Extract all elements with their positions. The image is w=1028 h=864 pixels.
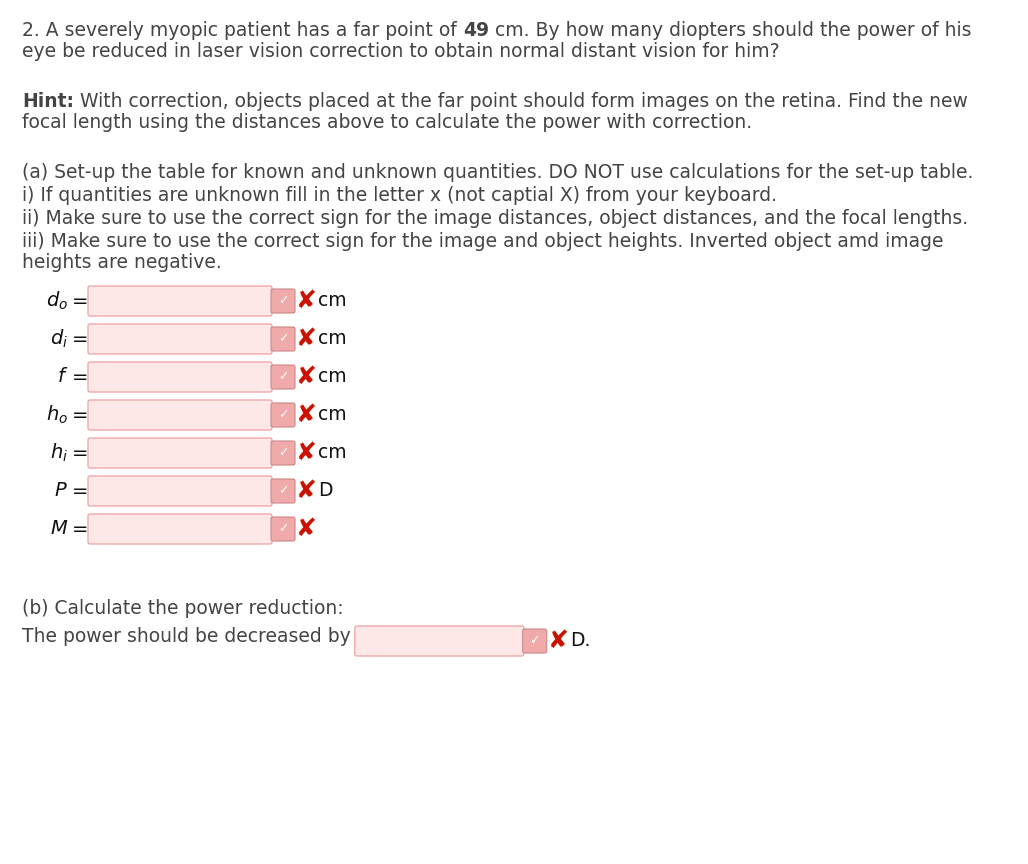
Text: D.: D. (570, 632, 590, 651)
Text: ✓: ✓ (278, 523, 288, 536)
Text: cm: cm (318, 329, 346, 348)
Text: ✓: ✓ (278, 333, 288, 346)
FancyBboxPatch shape (271, 327, 295, 351)
FancyBboxPatch shape (271, 441, 295, 465)
Text: cm: cm (318, 405, 346, 424)
FancyBboxPatch shape (88, 514, 272, 544)
Text: Hint:: Hint: (22, 92, 74, 111)
Text: ✘: ✘ (296, 289, 317, 313)
Text: ✘: ✘ (548, 629, 568, 653)
Text: =: = (72, 367, 88, 386)
Text: The power should be decreased by: The power should be decreased by (22, 627, 351, 646)
Text: ✓: ✓ (278, 485, 288, 498)
Text: ✓: ✓ (529, 634, 540, 647)
Text: =: = (72, 405, 88, 424)
FancyBboxPatch shape (88, 400, 272, 430)
Text: =: = (72, 443, 88, 462)
FancyBboxPatch shape (88, 324, 272, 354)
Text: cm: cm (318, 291, 346, 310)
Text: ✘: ✘ (296, 441, 317, 465)
Text: =: = (72, 291, 88, 310)
FancyBboxPatch shape (88, 438, 272, 468)
Text: ✘: ✘ (296, 479, 317, 503)
Text: iii) Make sure to use the correct sign for the image and object heights. Inverte: iii) Make sure to use the correct sign f… (22, 232, 944, 251)
Text: $M$: $M$ (49, 519, 68, 538)
Text: ii) Make sure to use the correct sign for the image distances, object distances,: ii) Make sure to use the correct sign fo… (22, 209, 968, 228)
Text: ✓: ✓ (278, 295, 288, 308)
FancyBboxPatch shape (88, 286, 272, 316)
Text: i) If quantities are unknown fill in the letter x (not captial X) from your keyb: i) If quantities are unknown fill in the… (22, 186, 777, 205)
Text: 2. A severely myopic patient has a far point of: 2. A severely myopic patient has a far p… (22, 21, 463, 40)
FancyBboxPatch shape (355, 626, 523, 656)
Text: ✓: ✓ (278, 447, 288, 460)
FancyBboxPatch shape (88, 362, 272, 392)
Text: cm: cm (318, 443, 346, 462)
FancyBboxPatch shape (271, 403, 295, 427)
Text: D: D (318, 481, 332, 500)
Text: $h_i$: $h_i$ (50, 442, 68, 464)
Text: $d_o$: $d_o$ (46, 289, 68, 312)
Text: (b) Calculate the power reduction:: (b) Calculate the power reduction: (22, 599, 343, 618)
FancyBboxPatch shape (523, 629, 547, 653)
Text: With correction, objects placed at the far point should form images on the retin: With correction, objects placed at the f… (74, 92, 968, 111)
Text: $d_i$: $d_i$ (50, 327, 68, 350)
Text: heights are negative.: heights are negative. (22, 253, 222, 272)
Text: $f$: $f$ (57, 367, 68, 386)
Text: ✓: ✓ (278, 371, 288, 384)
Text: focal length using the distances above to calculate the power with correction.: focal length using the distances above t… (22, 113, 752, 132)
Text: 49: 49 (463, 21, 489, 40)
Text: ✓: ✓ (278, 409, 288, 422)
Text: $h_o$: $h_o$ (46, 403, 68, 426)
Text: $P$: $P$ (54, 481, 68, 500)
Text: cm. By how many diopters should the power of his: cm. By how many diopters should the powe… (489, 21, 971, 40)
Text: =: = (72, 481, 88, 500)
Text: eye be reduced in laser vision correction to obtain normal distant vision for hi: eye be reduced in laser vision correctio… (22, 42, 779, 61)
Text: ✘: ✘ (296, 517, 317, 541)
Text: ✘: ✘ (296, 403, 317, 427)
FancyBboxPatch shape (271, 365, 295, 389)
Text: ✘: ✘ (296, 365, 317, 389)
Text: =: = (72, 329, 88, 348)
Text: (a) Set-up the table for known and unknown quantities. DO NOT use calculations f: (a) Set-up the table for known and unkno… (22, 163, 974, 182)
Text: cm: cm (318, 367, 346, 386)
FancyBboxPatch shape (271, 517, 295, 541)
Text: ✘: ✘ (296, 327, 317, 351)
FancyBboxPatch shape (271, 479, 295, 503)
Text: =: = (72, 519, 88, 538)
FancyBboxPatch shape (88, 476, 272, 506)
FancyBboxPatch shape (271, 289, 295, 313)
